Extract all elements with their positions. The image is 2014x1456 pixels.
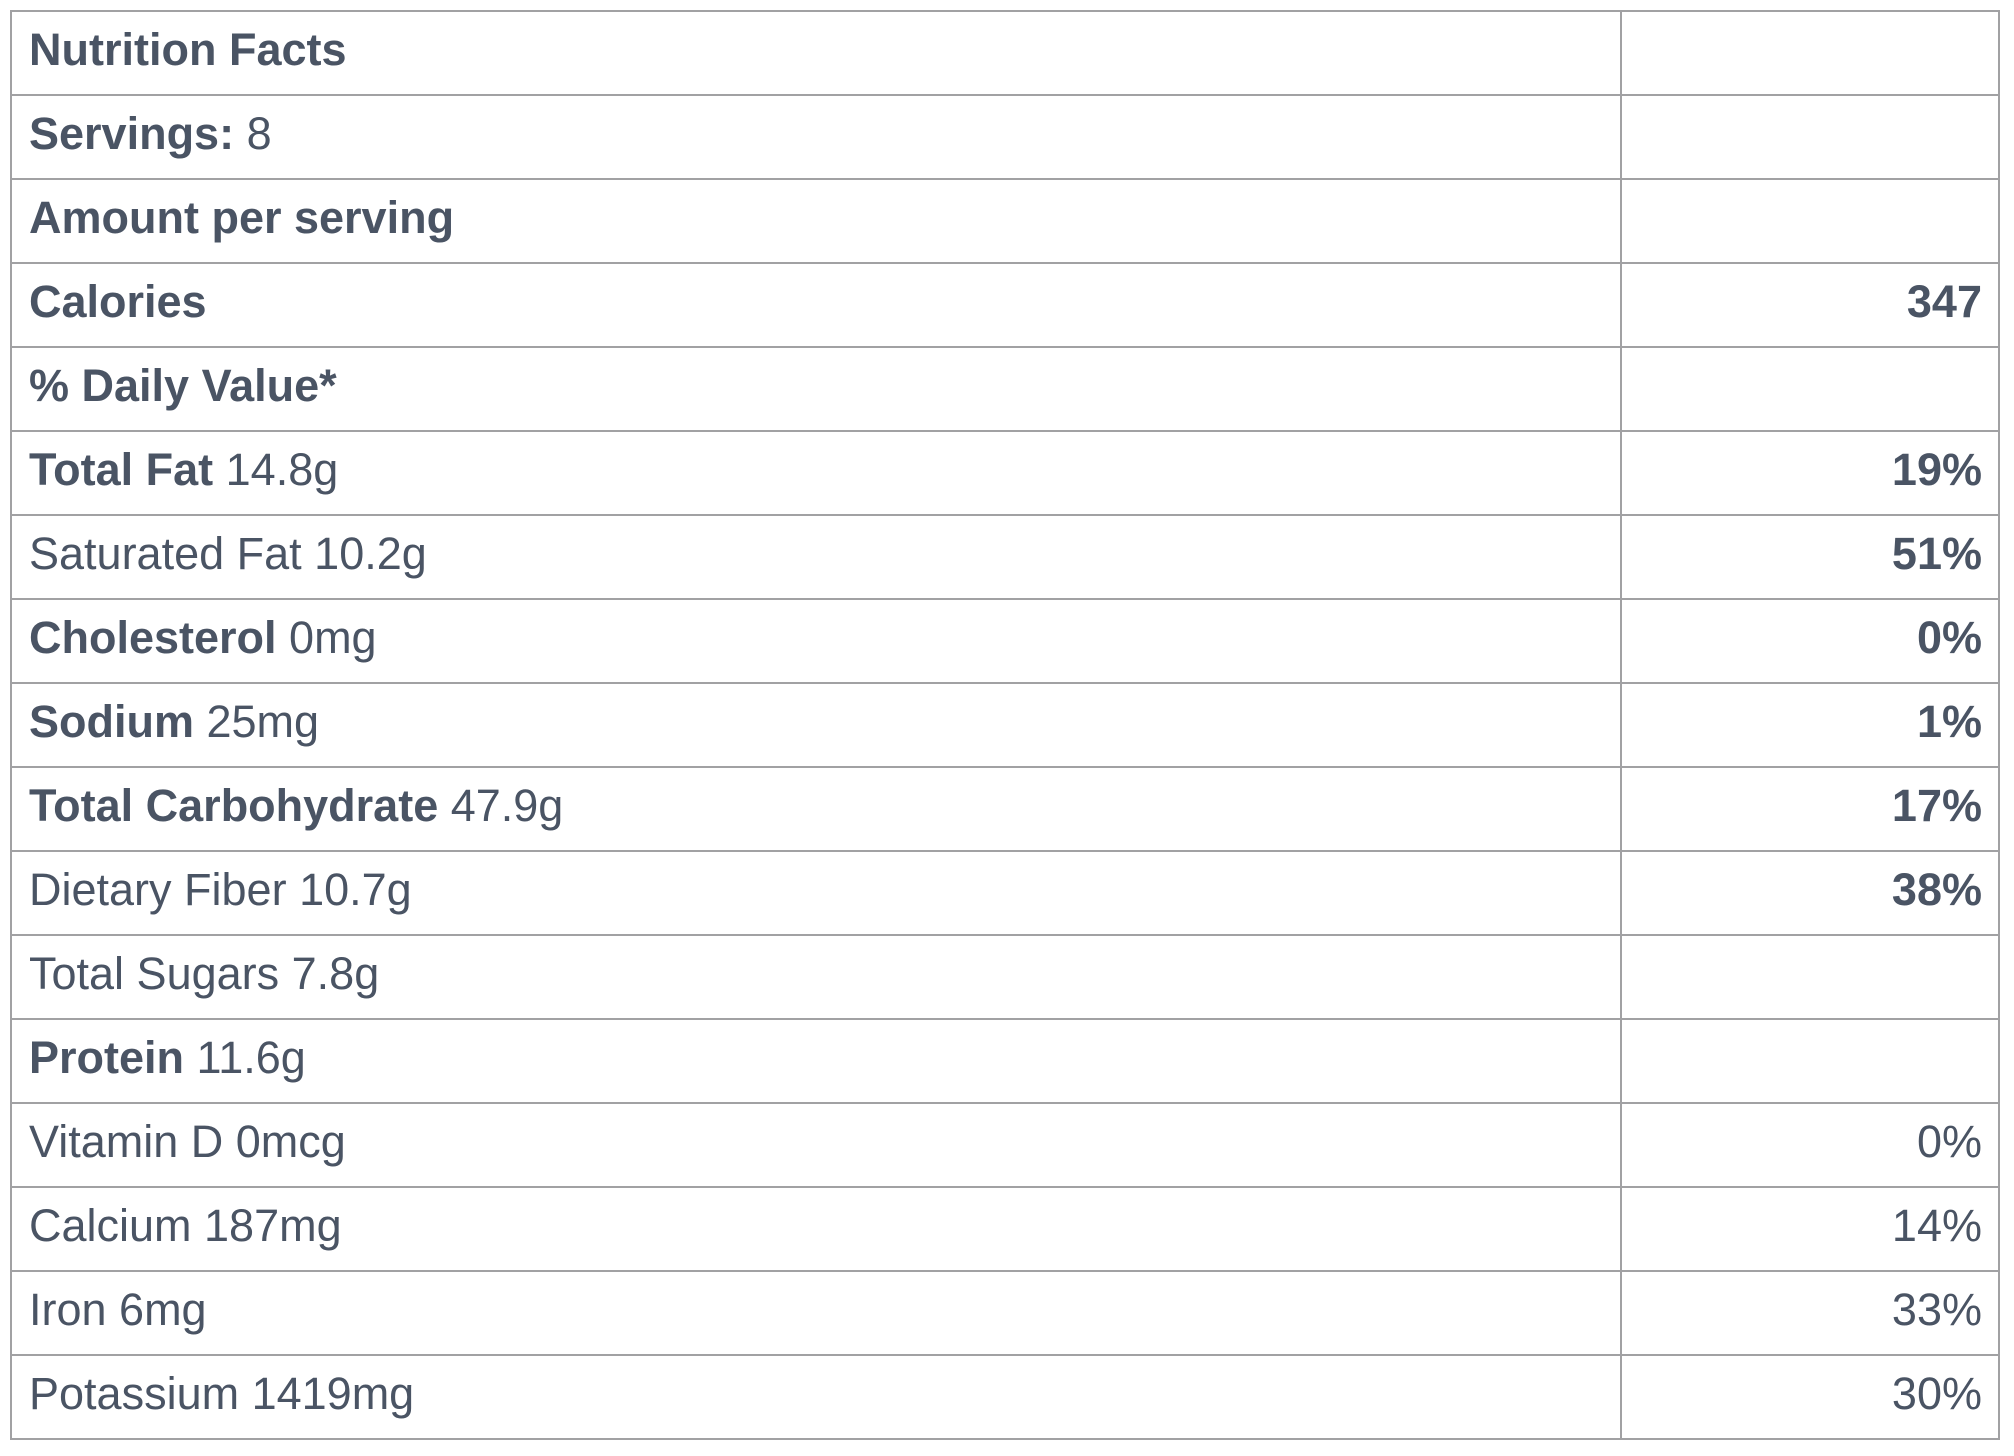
nutrient-label-cell: Vitamin D 0mcg: [10, 1102, 1622, 1188]
table-row: Iron 6mg 33%: [10, 1270, 2000, 1356]
table-row: Servings: 8: [10, 94, 2000, 180]
nutrient-amount: Iron 6mg: [29, 1284, 207, 1335]
nutrient-label-cell: Sodium 25mg: [10, 682, 1622, 768]
table-row: Total Sugars 7.8g: [10, 934, 2000, 1020]
daily-value-cell: 19%: [1620, 430, 2000, 516]
table-row: Cholesterol 0mg 0%: [10, 598, 2000, 684]
daily-value-cell: 33%: [1620, 1270, 2000, 1356]
nutrient-label-cell: Cholesterol 0mg: [10, 598, 1622, 684]
nutrient-name: Servings:: [29, 108, 235, 159]
nutrient-label-cell: Calories: [10, 262, 1622, 348]
daily-value-cell: 0%: [1620, 1102, 2000, 1188]
daily-value-cell: 1%: [1620, 682, 2000, 768]
daily-value: 0%: [1916, 1116, 1982, 1167]
daily-value-cell: [1620, 10, 2000, 96]
nutrient-amount: Saturated Fat 10.2g: [29, 528, 427, 579]
nutrient-name: Cholesterol: [29, 612, 277, 663]
nutrient-amount: 47.9g: [438, 780, 564, 831]
table-row: % Daily Value*: [10, 346, 2000, 432]
daily-value-cell: 0%: [1620, 598, 2000, 684]
table-row: Nutrition Facts: [10, 10, 2000, 96]
table-row: Calcium 187mg 14%: [10, 1186, 2000, 1272]
nutrient-name: Amount per serving: [29, 192, 455, 243]
nutrient-name: Total Fat: [29, 444, 214, 495]
table-row: Sodium 25mg 1%: [10, 682, 2000, 768]
daily-value: 51%: [1891, 528, 1982, 579]
nutrient-label-cell: Total Fat 14.8g: [10, 430, 1622, 516]
daily-value-cell: [1620, 178, 2000, 264]
daily-value: 33%: [1891, 1284, 1982, 1335]
daily-value: 19%: [1891, 444, 1982, 495]
nutrient-label-cell: % Daily Value*: [10, 346, 1622, 432]
daily-value-cell: 30%: [1620, 1354, 2000, 1440]
nutrient-amount: 25mg: [194, 696, 320, 747]
nutrient-label-cell: Amount per serving: [10, 178, 1622, 264]
nutrient-label-cell: Total Sugars 7.8g: [10, 934, 1622, 1020]
nutrient-label-cell: Protein 11.6g: [10, 1018, 1622, 1104]
nutrient-amount: Vitamin D 0mcg: [29, 1116, 346, 1167]
nutrient-amount: Total Sugars 7.8g: [29, 948, 380, 999]
table-row: Vitamin D 0mcg 0%: [10, 1102, 2000, 1188]
table-row: Dietary Fiber 10.7g 38%: [10, 850, 2000, 936]
daily-value-cell: [1620, 94, 2000, 180]
nutrient-label-cell: Calcium 187mg: [10, 1186, 1622, 1272]
table-row: Potassium 1419mg 30%: [10, 1354, 2000, 1440]
daily-value: 347: [1906, 276, 1982, 327]
table-row: Total Carbohydrate 47.9g 17%: [10, 766, 2000, 852]
nutrient-amount: Dietary Fiber 10.7g: [29, 864, 412, 915]
daily-value-cell: 347: [1620, 262, 2000, 348]
nutrient-name: Calories: [29, 276, 207, 327]
nutrient-label-cell: Nutrition Facts: [10, 10, 1622, 96]
nutrient-amount: 8: [234, 108, 272, 159]
nutrition-table-body: Nutrition Facts Servings: 8 Amount per ser…: [10, 10, 2000, 1440]
nutrient-amount: 11.6g: [184, 1032, 306, 1083]
table-row: Calories 347: [10, 262, 2000, 348]
daily-value-cell: 14%: [1620, 1186, 2000, 1272]
daily-value: 14%: [1891, 1200, 1982, 1251]
nutrient-name: Total Carbohydrate: [29, 780, 439, 831]
nutrient-label-cell: Potassium 1419mg: [10, 1354, 1622, 1440]
daily-value: 30%: [1891, 1368, 1982, 1419]
daily-value-cell: 17%: [1620, 766, 2000, 852]
nutrient-amount: Potassium 1419mg: [29, 1368, 415, 1419]
nutrient-label-cell: Total Carbohydrate 47.9g: [10, 766, 1622, 852]
daily-value-cell: 51%: [1620, 514, 2000, 600]
nutrient-label-cell: Dietary Fiber 10.7g: [10, 850, 1622, 936]
daily-value: 38%: [1891, 864, 1982, 915]
nutrient-name: Nutrition Facts: [29, 24, 347, 75]
daily-value-cell: [1620, 1018, 2000, 1104]
table-row: Total Fat 14.8g 19%: [10, 430, 2000, 516]
nutrition-facts-table: Nutrition Facts Servings: 8 Amount per ser…: [10, 10, 2000, 1440]
nutrient-amount: 0mg: [276, 612, 377, 663]
daily-value: 17%: [1891, 780, 1982, 831]
nutrient-label-cell: Iron 6mg: [10, 1270, 1622, 1356]
nutrient-amount: Calcium 187mg: [29, 1200, 342, 1251]
nutrient-label-cell: Servings: 8: [10, 94, 1622, 180]
nutrient-label-cell: Saturated Fat 10.2g: [10, 514, 1622, 600]
table-row: Amount per serving: [10, 178, 2000, 264]
nutrient-name: Sodium: [29, 696, 194, 747]
table-row: Saturated Fat 10.2g 51%: [10, 514, 2000, 600]
daily-value-cell: [1620, 346, 2000, 432]
daily-value: 0%: [1916, 612, 1982, 663]
nutrient-name: Protein: [29, 1032, 185, 1083]
daily-value-cell: [1620, 934, 2000, 1020]
daily-value-cell: 38%: [1620, 850, 2000, 936]
nutrient-amount: 14.8g: [213, 444, 339, 495]
nutrient-name: % Daily Value*: [29, 360, 337, 411]
table-row: Protein 11.6g: [10, 1018, 2000, 1104]
daily-value: 1%: [1916, 696, 1982, 747]
